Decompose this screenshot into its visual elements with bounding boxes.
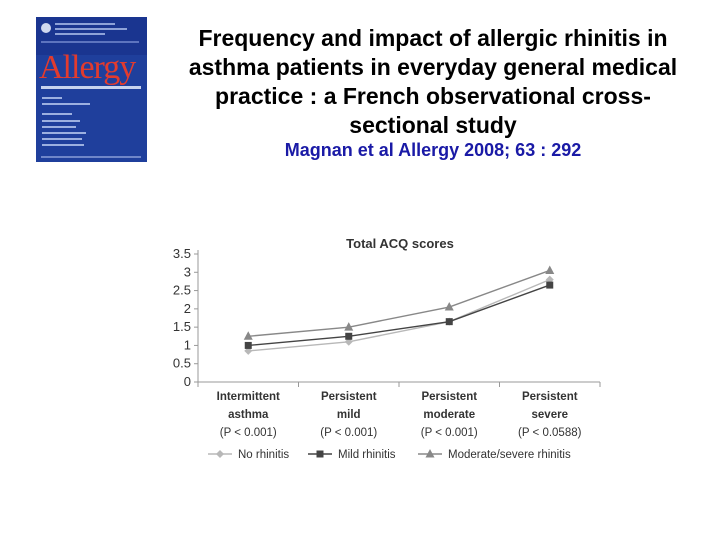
category-label: moderate xyxy=(423,409,475,421)
y-tick-label: 2 xyxy=(184,301,191,316)
data-point xyxy=(445,318,453,326)
category-p-value: (P < 0.001) xyxy=(220,427,277,439)
series-line xyxy=(248,269,550,337)
category-label: Persistent xyxy=(421,391,477,403)
cover-masthead-line xyxy=(55,23,115,25)
data-point xyxy=(345,332,353,340)
category-label: Persistent xyxy=(522,391,578,403)
cover-masthead-line xyxy=(41,41,139,43)
category-label: severe xyxy=(532,409,568,421)
y-tick-label: 2.5 xyxy=(173,283,191,298)
y-tick-label: 3 xyxy=(184,264,191,279)
data-point xyxy=(244,341,252,349)
legend-marker xyxy=(425,449,435,458)
cover-footer-line xyxy=(41,156,141,158)
society-seal-icon xyxy=(41,23,51,33)
cover-text-line xyxy=(42,113,72,115)
category-label: mild xyxy=(337,409,361,421)
data-point xyxy=(545,265,555,274)
journal-brand-logo: Allergy xyxy=(39,49,136,86)
chart-title: Total ACQ scores xyxy=(346,236,454,251)
chart-svg: Total ACQ scores 0 0.5 1 1.5 2 2.5 3 3.5 Intermit… xyxy=(173,236,601,461)
category-label: Intermittent xyxy=(217,391,280,403)
y-tick-label: 0 xyxy=(184,374,191,389)
legend-marker xyxy=(216,450,224,458)
category-p-value: (P < 0.001) xyxy=(320,427,377,439)
data-point xyxy=(243,331,253,340)
data-point xyxy=(244,346,253,355)
category-label: Persistent xyxy=(321,391,377,403)
data-point xyxy=(444,302,454,311)
cover-issue-bar xyxy=(41,86,141,89)
cover-text-line xyxy=(42,126,76,128)
cover-text-line xyxy=(42,97,62,99)
legend-label: Mild rhinitis xyxy=(338,449,396,461)
acq-line-chart: Total ACQ scores 0 0.5 1 1.5 2 2.5 3 3.5 Intermit… xyxy=(160,228,620,468)
cover-masthead-line xyxy=(55,28,127,30)
legend-label: Moderate/severe rhinitis xyxy=(448,449,571,461)
y-tick-label: 0.5 xyxy=(173,356,191,371)
cover-text-line xyxy=(42,120,80,122)
y-tick-label: 3.5 xyxy=(173,246,191,261)
slide-title: Frequency and impact of allergic rhiniti… xyxy=(188,25,678,138)
cover-masthead-line xyxy=(55,33,105,35)
data-point xyxy=(546,281,554,289)
cover-text-line xyxy=(42,103,90,105)
y-tick-label: 1.5 xyxy=(173,319,191,334)
cover-text-line xyxy=(42,138,82,140)
data-point xyxy=(344,337,353,346)
category-p-value: (P < 0.001) xyxy=(421,427,478,439)
cover-text-line xyxy=(42,144,84,146)
journal-cover: Allergy xyxy=(36,17,147,162)
category-label: asthma xyxy=(228,409,269,421)
series-line xyxy=(248,278,551,352)
data-point xyxy=(545,275,554,284)
data-point xyxy=(344,322,354,331)
series-line xyxy=(248,284,550,347)
y-tick-label: 1 xyxy=(184,337,191,352)
cover-text-line xyxy=(42,132,86,134)
legend-label: No rhinitis xyxy=(238,449,289,461)
citation: Magnan et al Allergy 2008; 63 : 292 xyxy=(284,140,582,160)
category-p-value: (P < 0.0588) xyxy=(518,427,582,439)
legend-marker xyxy=(316,450,324,458)
